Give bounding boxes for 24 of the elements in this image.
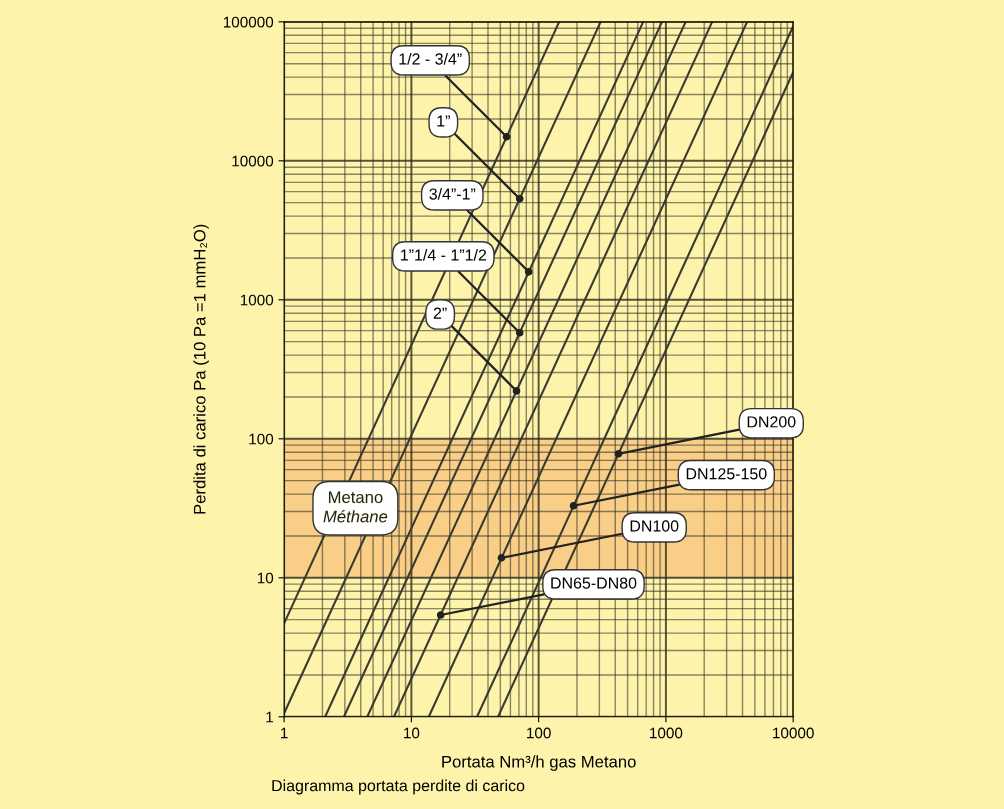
text: Diagramma portata perdite di carico <box>272 779 525 795</box>
y-tick-label: 1000 <box>240 294 274 306</box>
x-tick-label: 100 <box>527 727 551 739</box>
x-tick-label: 1 <box>281 727 288 739</box>
annotation: 2” <box>433 307 447 319</box>
annotation: DN100 <box>630 520 679 532</box>
annotation: 1” <box>437 115 450 127</box>
x-tick-label: 10 <box>404 727 420 739</box>
y-tick-label: 1 <box>266 711 273 723</box>
y-tick-label: 100 <box>249 433 274 445</box>
band-label: Metano Méthane <box>323 491 388 523</box>
x-tick-label: 1000 <box>650 727 683 739</box>
y-tick-label: 10 <box>257 572 274 584</box>
y-axis-title: Perdita di carico Pa (10 Pa =1 mmH₂O) <box>193 224 209 514</box>
annotation: 3/4”-1” <box>429 187 476 200</box>
annotation: 1”1/4 - 1”1/2 <box>401 248 487 261</box>
y-tick-label: 10000 <box>232 155 274 167</box>
annotation: 1/2 - 3/4” <box>399 52 462 65</box>
annotation: DN200 <box>747 416 796 428</box>
annotation: DN65-DN80 <box>551 577 637 589</box>
y-tick-label: 100000 <box>223 16 274 28</box>
x-axis-title: Portata Nm³/h gas Metano <box>442 755 636 771</box>
annotation: DN125-150 <box>686 468 767 480</box>
x-tick-label: 10000 <box>773 727 814 739</box>
